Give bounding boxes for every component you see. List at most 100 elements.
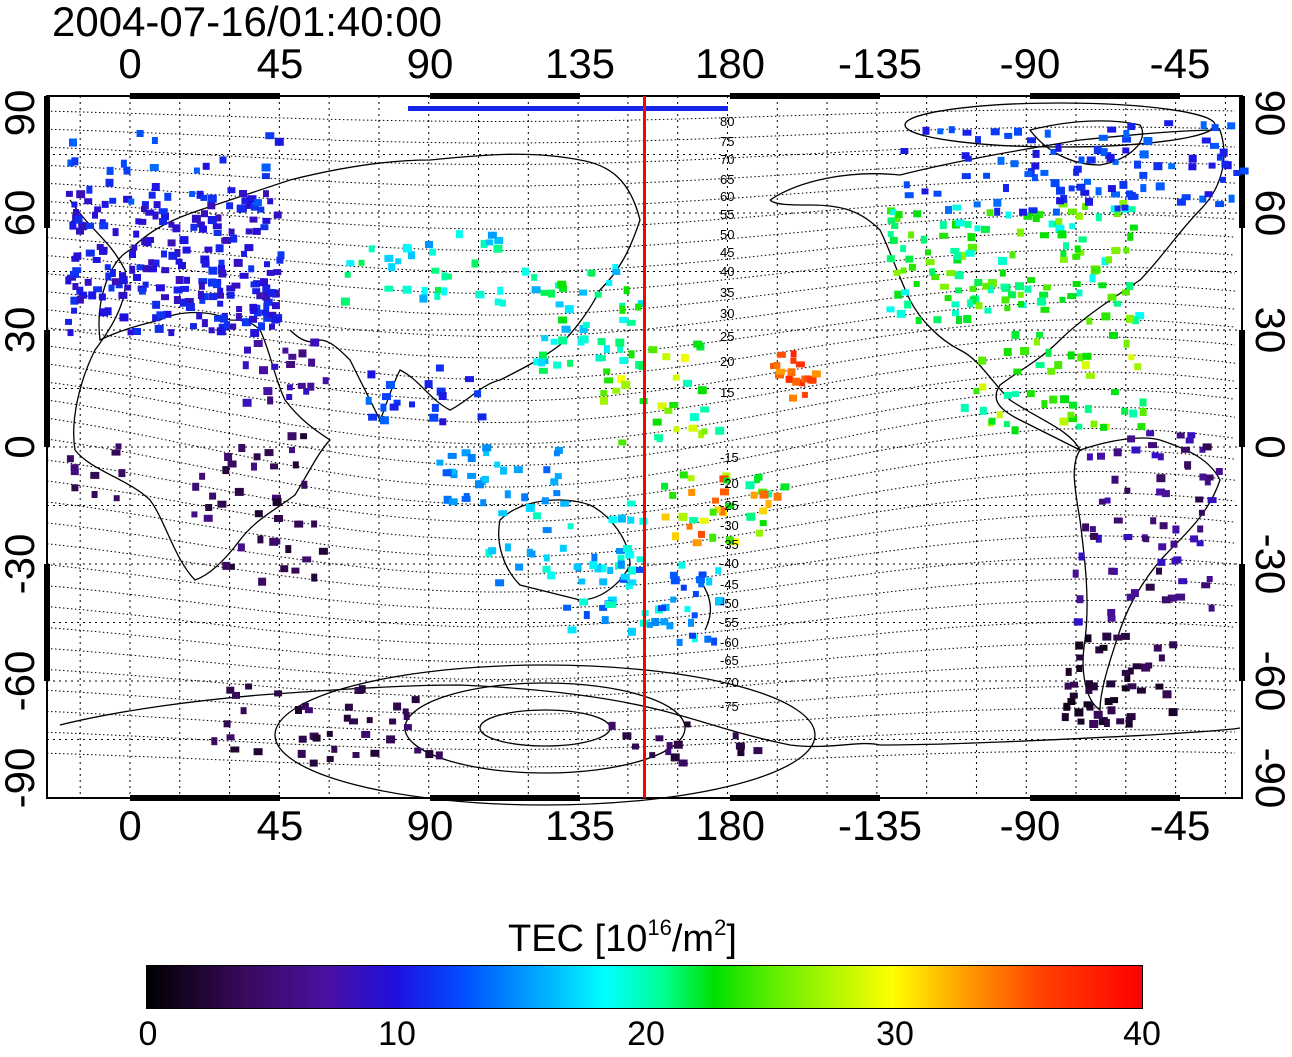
tec-cell: [71, 157, 79, 166]
tec-cell: [223, 720, 231, 728]
tec-cell: [988, 417, 996, 425]
tec-cell: [1076, 665, 1083, 672]
tec-cell: [622, 732, 632, 740]
tec-cell: [1089, 526, 1096, 533]
tec-cell: [887, 231, 894, 238]
tec-cell: [541, 497, 549, 505]
tec-cell: [129, 265, 136, 274]
tec-cell: [230, 323, 237, 330]
tec-cell: [196, 221, 205, 228]
tec-cell: [236, 306, 243, 312]
tec-cell: [1067, 698, 1076, 705]
tec-cell: [680, 353, 689, 362]
tec-cell: [617, 554, 625, 562]
tec-cell: [402, 708, 409, 715]
lat-lon-grid: [47, 96, 1242, 798]
tec-cell: [1086, 317, 1093, 325]
tec-cell: [678, 759, 688, 767]
tec-cell: [1107, 126, 1117, 133]
tec-cell: [74, 215, 83, 224]
tec-cell: [628, 579, 637, 586]
tec-cell: [303, 388, 310, 395]
tec-cell: [238, 204, 247, 212]
tec-cell: [1097, 452, 1105, 460]
tec-cell: [1054, 361, 1063, 370]
tec-cell: [558, 316, 568, 324]
tec-cell: [65, 318, 72, 325]
tec-cell: [1161, 596, 1171, 604]
tec-cell: [191, 214, 201, 223]
tec-cell: [1170, 540, 1178, 548]
tec-cell: [698, 579, 705, 588]
tec-cell: [475, 480, 484, 489]
contour-label: 15: [720, 385, 734, 400]
bottom-lon-tick: -90: [999, 802, 1061, 849]
tec-cell: [652, 418, 662, 426]
tec-cell: [955, 287, 962, 294]
magnetic-contour: [46, 371, 1236, 445]
tec-cell: [1128, 354, 1135, 361]
tec-cell: [504, 543, 511, 552]
tec-cell: [589, 561, 598, 570]
tec-cell: [720, 488, 729, 496]
tec-cell: [152, 211, 159, 220]
tec-cell: [961, 173, 971, 180]
tec-cell: [304, 707, 313, 714]
tec-cell: [71, 484, 79, 492]
tec-cell: [263, 303, 270, 310]
tec-cell: [1185, 437, 1194, 444]
contour-label: 70: [720, 152, 734, 167]
tec-cell: [1069, 401, 1077, 409]
tec-cell: [269, 537, 279, 546]
tec-cell: [152, 259, 160, 267]
tec-cell: [291, 567, 300, 574]
tec-cell: [286, 394, 293, 400]
tec-cell: [240, 707, 247, 715]
tec-cell: [583, 611, 590, 619]
tec-cell: [435, 751, 443, 760]
tec-cell: [619, 357, 629, 364]
tec-cell: [358, 259, 365, 266]
tec-cell: [352, 752, 360, 758]
tec-cell: [893, 269, 901, 276]
tec-cell: [955, 219, 965, 227]
tec-cell: [1199, 473, 1207, 481]
tec-cell: [386, 735, 396, 744]
tec-cell: [148, 259, 155, 266]
tec-cell: [436, 459, 444, 466]
tec-cell: [158, 208, 168, 215]
tec-cell: [1032, 149, 1040, 158]
tec-cell: [67, 329, 74, 337]
tec-cell: [448, 498, 458, 506]
tec-cell: [1123, 247, 1130, 254]
tec-cell: [904, 300, 912, 309]
tec-cell: [148, 265, 157, 273]
tec-cell: [1167, 594, 1177, 602]
tec-cell: [1036, 297, 1046, 306]
tec-cell: [513, 466, 523, 474]
tec-cell: [1063, 242, 1069, 250]
tec-cell: [1056, 197, 1065, 205]
tec-cell: [689, 632, 696, 639]
tec-cell: [403, 712, 410, 720]
tec-cell: [913, 210, 922, 218]
tec-cell: [1156, 567, 1162, 575]
magnetic-contour: [46, 557, 1236, 610]
tec-cell: [1028, 207, 1038, 214]
tec-cell: [1116, 718, 1125, 725]
tec-cell: [673, 426, 680, 433]
tec-cell: [425, 241, 433, 248]
tec-cell: [494, 298, 501, 306]
tec-cell: [773, 492, 782, 501]
tec-cell: [601, 616, 609, 625]
tec-cell: [984, 307, 992, 314]
tec-cell: [151, 183, 160, 191]
tec-cell: [1034, 338, 1040, 346]
tec-cell: [699, 517, 709, 524]
tec-cell: [1239, 167, 1249, 175]
tec-cell: [1085, 634, 1092, 643]
tec-cell: [226, 202, 234, 210]
tec-cell: [712, 497, 719, 504]
tec-cell: [1031, 174, 1038, 182]
tec-cell: [1032, 215, 1040, 222]
